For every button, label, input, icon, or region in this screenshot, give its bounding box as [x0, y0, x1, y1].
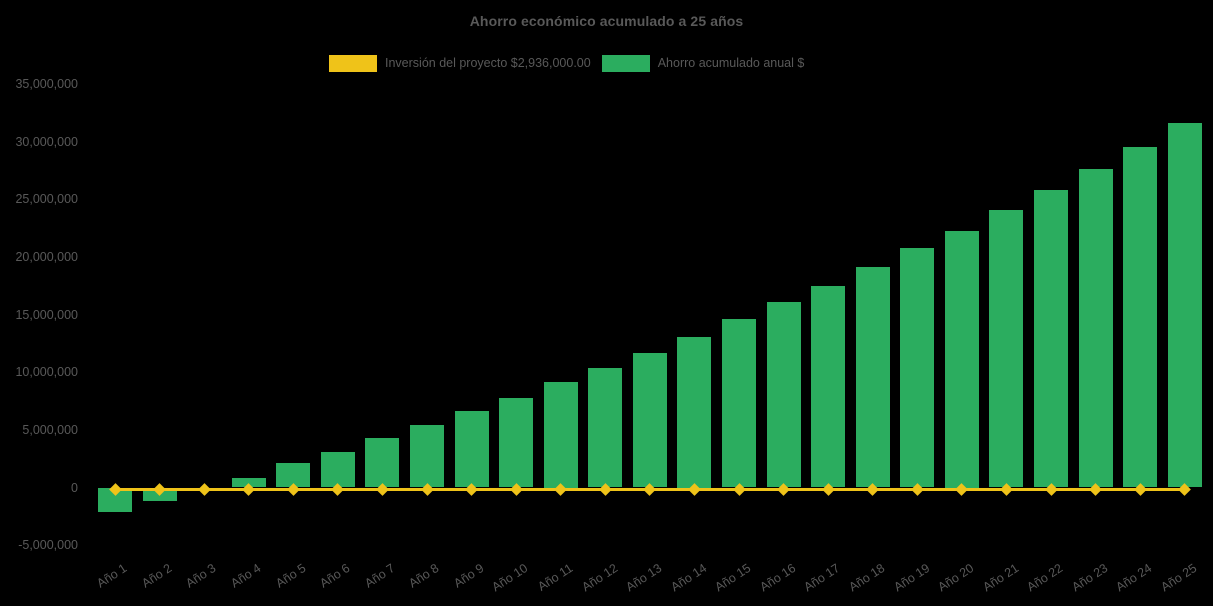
savings-bar	[722, 319, 756, 488]
investment-swatch-icon	[329, 55, 377, 72]
x-axis-label: Año 3	[183, 561, 219, 591]
x-axis-label: Año 10	[489, 561, 531, 595]
savings-bar	[454, 410, 489, 488]
y-axis-label: 10,000,000	[15, 365, 78, 380]
x-axis-label: Año 14	[668, 561, 710, 595]
savings-bar	[1034, 190, 1068, 488]
y-axis-label: 30,000,000	[15, 134, 78, 149]
x-axis-label: Año 23	[1069, 561, 1111, 595]
y-axis-label: 20,000,000	[15, 249, 78, 264]
x-axis-label: Año 18	[846, 561, 888, 595]
chart-title: Ahorro económico acumulado a 25 años	[469, 13, 744, 29]
savings-bar	[766, 301, 801, 488]
x-axis-label: Año 15	[712, 561, 754, 595]
savings-swatch-icon	[601, 55, 650, 72]
x-axis-label: Año 19	[891, 561, 932, 595]
savings-bar	[811, 285, 846, 488]
savings-bar	[410, 425, 444, 488]
diamond-marker-icon	[197, 483, 211, 496]
savings-bar	[320, 452, 355, 488]
savings-bar	[677, 336, 712, 488]
x-axis-label: Año 6	[317, 561, 353, 591]
x-axis-label: Año 17	[801, 561, 843, 595]
savings-bar	[989, 209, 1024, 488]
x-axis-label: Año 5	[272, 561, 308, 591]
savings-bar	[855, 266, 890, 488]
x-axis-label: Año 25	[1158, 561, 1200, 595]
chart-legend: Inversión del proyecto $2,936,000.00 Aho…	[329, 55, 804, 72]
x-axis-label: Año 7	[362, 561, 398, 591]
x-axis-label: Año 21	[980, 561, 1022, 595]
savings-bar	[365, 437, 400, 488]
x-axis-label: Año 11	[535, 561, 576, 594]
legend-label-investment: Inversión del proyecto $2,936,000.00	[385, 56, 591, 70]
y-axis-label: -5,000,000	[18, 538, 78, 553]
x-axis-label: Año 9	[451, 561, 487, 591]
legend-label-savings: Ahorro acumulado anual $	[657, 56, 805, 70]
savings-bar	[543, 382, 578, 488]
y-axis-label: 25,000,000	[15, 192, 78, 207]
y-axis-label: 5,000,000	[22, 422, 78, 437]
x-axis-label: Año 20	[935, 561, 977, 595]
savings-bar	[231, 477, 266, 488]
x-axis-label: Año 4	[228, 561, 264, 591]
x-axis-label: Año 24	[1113, 561, 1155, 595]
x-axis-label: Año 22	[1024, 561, 1066, 595]
savings-bar	[1078, 169, 1113, 488]
savings-bar	[1123, 147, 1158, 488]
legend-item-investment[interactable]: Inversión del proyecto $2,936,000.00	[329, 55, 591, 72]
savings-bar	[944, 231, 979, 488]
savings-bar	[900, 247, 935, 488]
x-axis-label: Año 13	[623, 561, 665, 595]
savings-bar	[632, 352, 667, 488]
legend-item-savings[interactable]: Ahorro acumulado anual $	[601, 55, 805, 72]
x-axis-label: Año 12	[579, 561, 620, 595]
x-axis-label: Año 8	[406, 561, 442, 591]
y-axis-label: 0	[71, 480, 78, 495]
x-axis-label: Año 2	[139, 561, 175, 591]
savings-bar	[1167, 123, 1202, 488]
y-axis-label: 15,000,000	[15, 307, 78, 322]
y-axis-label: 35,000,000	[15, 77, 78, 91]
x-axis-label: Año 16	[757, 561, 799, 595]
x-axis-label: Año 1	[94, 561, 130, 591]
savings-bar	[499, 397, 534, 488]
savings-bar	[588, 367, 623, 488]
